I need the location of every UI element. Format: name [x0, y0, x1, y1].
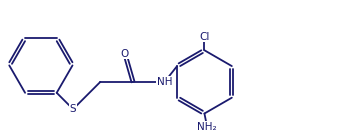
Text: S: S	[70, 104, 76, 114]
Text: Cl: Cl	[199, 32, 210, 42]
Text: O: O	[121, 49, 129, 59]
Text: NH₂: NH₂	[197, 122, 217, 132]
Text: NH: NH	[157, 77, 172, 87]
